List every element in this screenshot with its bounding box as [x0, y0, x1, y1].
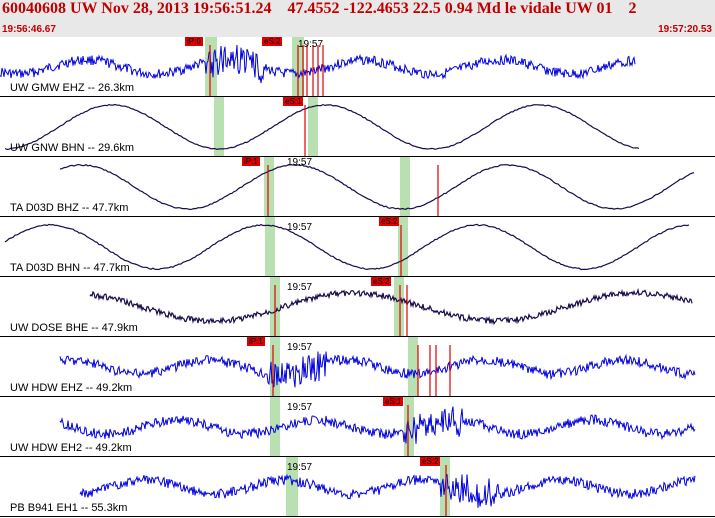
waveform-canvas: [0, 37, 636, 96]
phase-pick-flag[interactable]: eS:2: [262, 37, 283, 46]
trace-panel[interactable]: UW HDW EH2 -- 49.2km 19:57 eS:1: [0, 397, 715, 457]
pick-window-band: [408, 337, 418, 396]
trace-panel[interactable]: UW GMW EHZ -- 26.3km 19:57 iP:0 eS:2: [0, 37, 715, 97]
time-tick-label: 19:57: [298, 39, 324, 50]
phase-pick-flag[interactable]: eS:1: [283, 97, 304, 106]
time-tick-label: 19:57: [287, 402, 313, 413]
seismic-trace: [59, 351, 696, 388]
phase-pick-flag[interactable]: eS:2: [379, 217, 400, 226]
pick-window-band: [264, 157, 274, 216]
pick-window-band: [214, 97, 224, 156]
pick-window-band: [270, 397, 280, 456]
station-channel-label: UW HDW EH2 -- 49.2km: [10, 442, 132, 454]
pick-window-band: [394, 277, 404, 336]
event-title: 60040608 UW Nov 28, 2013 19:56:51.24 47.…: [2, 0, 637, 17]
phase-pick-flag[interactable]: iP:1: [247, 337, 265, 346]
station-channel-label: TA D03D BHZ -- 47.7km: [10, 202, 129, 214]
trace-panel[interactable]: UW HDW EHZ -- 49.2km 19:57 iP:1: [0, 337, 715, 397]
station-channel-label: UW GNW BHN -- 29.6km: [10, 142, 135, 154]
seismic-trace: [59, 406, 696, 444]
phase-pick-flag[interactable]: iP:0: [185, 37, 203, 46]
pick-window-band: [265, 217, 275, 276]
seismogram-panels[interactable]: UW GMW EHZ -- 26.3km 19:57 iP:0 eS:2 UW GNW …: [0, 37, 715, 518]
pick-window-band: [286, 457, 298, 516]
station-channel-label: UW DOSE BHE -- 47.9km: [10, 322, 138, 334]
phase-pick-flag[interactable]: eS:2: [371, 277, 392, 286]
window-end-time: 19:57:20.53: [658, 24, 712, 35]
pick-window-band: [398, 217, 408, 276]
seismic-trace: [89, 287, 693, 326]
time-tick-label: 19:57: [287, 282, 313, 293]
seismic-trace: [4, 103, 640, 151]
trace-panel[interactable]: UW DOSE BHE -- 47.9km 19:57 eS:2: [0, 277, 715, 337]
time-tick-label: 19:57: [287, 157, 313, 168]
time-tick-label: 19:57: [287, 462, 313, 473]
time-tick-label: 19:57: [287, 222, 313, 233]
waveform-canvas: [89, 277, 693, 336]
trace-panel[interactable]: TA D03D BHN -- 47.7km 19:57 eS:2: [0, 217, 715, 277]
phase-pick-flag[interactable]: iP:1: [242, 157, 260, 166]
waveform-canvas: [59, 157, 695, 216]
phase-pick-flag[interactable]: eS:2: [420, 457, 441, 466]
waveform-canvas: [59, 337, 696, 396]
trace-panel[interactable]: UW GNW BHN -- 29.6km eS:1: [0, 97, 715, 157]
time-tick-label: 19:57: [287, 342, 313, 353]
waveform-canvas: [79, 457, 696, 516]
window-start-time: 19:56:46.67: [2, 24, 56, 35]
station-channel-label: UW GMW EHZ -- 26.3km: [10, 82, 135, 94]
station-channel-label: TA D03D BHN -- 47.7km: [10, 262, 130, 274]
seismic-trace: [79, 473, 696, 508]
trace-panel[interactable]: TA D03D BHZ -- 47.7km 19:57 iP:1: [0, 157, 715, 217]
waveform-canvas: [4, 97, 640, 156]
event-header: 60040608 UW Nov 28, 2013 19:56:51.24 47.…: [0, 0, 715, 37]
seismic-trace: [4, 223, 690, 271]
waveform-canvas: [4, 217, 690, 276]
phase-pick-flag[interactable]: eS:1: [383, 397, 404, 406]
pick-window-band: [400, 157, 410, 216]
trace-panel[interactable]: PB B941 EH1 -- 55.3km 19:57 eS:2: [0, 457, 715, 517]
seismic-trace: [59, 163, 695, 211]
station-channel-label: UW HDW EHZ -- 49.2km: [10, 382, 133, 394]
pick-window-band: [308, 97, 318, 156]
waveform-canvas: [59, 397, 696, 456]
station-channel-label: PB B941 EH1 -- 55.3km: [10, 502, 128, 514]
